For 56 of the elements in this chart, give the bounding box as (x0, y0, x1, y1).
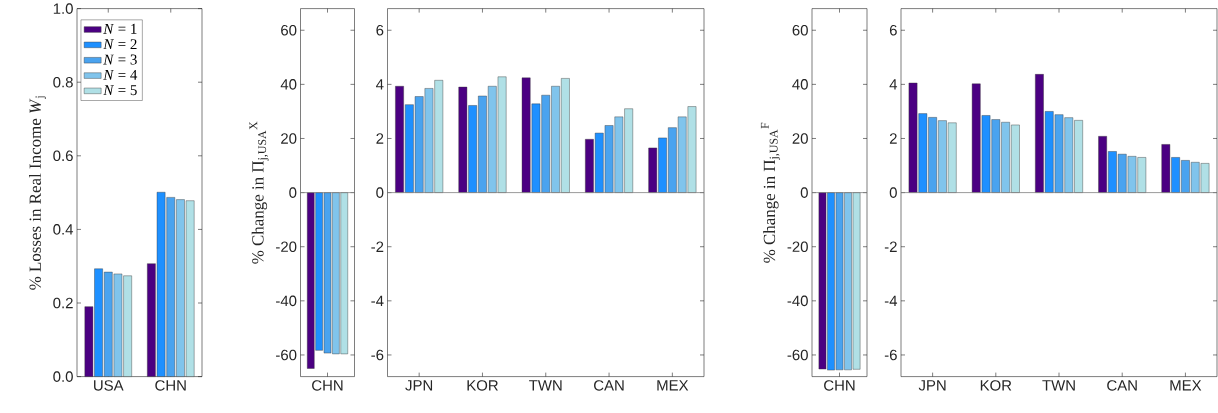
legend-label: N = 1 (103, 23, 137, 34)
y-tick-label: 0 (376, 187, 384, 198)
x-tick-label: JPN (405, 380, 433, 391)
x-tick-label: MEX (1170, 380, 1202, 391)
legend-label: N = 4 (103, 69, 138, 80)
y-tick-label: -2 (884, 241, 897, 252)
y-tick-label: 6 (376, 24, 384, 36)
x-tick-label: CHN (155, 380, 186, 391)
y-tick-label: -6 (371, 349, 384, 361)
x-tick-label: MEX (657, 380, 689, 391)
x-tick-label: CAN (1107, 380, 1137, 391)
x-tick-label: CAN (594, 380, 624, 391)
y-axis-title: % Change in Π$_{j,USA}$X (249, 121, 269, 264)
y-tick-label: 0 (889, 187, 897, 198)
y-tick-label: 4 (889, 79, 898, 90)
x-tick-label: KOR (467, 380, 498, 391)
y-tick-label: -4 (371, 295, 384, 306)
y-tick-label: -6 (884, 349, 897, 361)
y-tick-label: 60 (792, 24, 808, 36)
y-tick-label: -40 (787, 295, 808, 307)
y-tick-label: -2 (371, 241, 384, 252)
y-tick-label: 6 (889, 24, 897, 36)
x-tick-label: TWN (1042, 380, 1075, 391)
legend-label: N = 2 (103, 39, 137, 50)
y-tick-label: 0.8 (53, 76, 73, 88)
y-tick-label: 4 (376, 79, 384, 90)
y-tick-label: 0 (289, 187, 297, 198)
y-axis-title: % Losses in Real Income W$_{j}$ (29, 96, 46, 290)
x-tick-label: JPN (918, 380, 946, 391)
y-tick-label: -60 (787, 349, 808, 361)
y-tick-label: 0.4 (53, 224, 74, 235)
legend-label: N = 3 (103, 54, 137, 65)
y-tick-label: 0.0 (53, 371, 73, 382)
y-tick-label: 2 (889, 133, 897, 144)
legend-label: N = 5 (103, 85, 137, 96)
y-tick-label: 2 (376, 133, 384, 144)
x-tick-label: CHN (312, 380, 343, 391)
y-tick-label: 0.2 (53, 297, 73, 309)
x-tick-label: TWN (529, 380, 562, 391)
y-axis-title: % Change in Π$_{j,USA}$F (760, 122, 781, 263)
y-tick-label: 1.0 (53, 3, 73, 14)
y-tick-label: -20 (787, 241, 808, 252)
y-tick-label: 40 (792, 79, 808, 90)
y-tick-label: -60 (276, 349, 297, 361)
x-tick-label: CHN (824, 380, 855, 391)
x-tick-label: KOR (980, 380, 1012, 391)
y-tick-label: 0.6 (53, 150, 73, 162)
y-tick-label: 20 (281, 133, 297, 144)
y-tick-label: 60 (281, 24, 297, 36)
y-tick-label: 40 (280, 79, 297, 90)
y-tick-label: -40 (276, 295, 297, 307)
x-tick-label: USA (94, 380, 124, 391)
y-tick-label: -4 (884, 295, 898, 306)
y-tick-label: -20 (276, 241, 297, 252)
y-tick-label: 0 (800, 187, 808, 198)
y-tick-label: 20 (792, 133, 808, 144)
